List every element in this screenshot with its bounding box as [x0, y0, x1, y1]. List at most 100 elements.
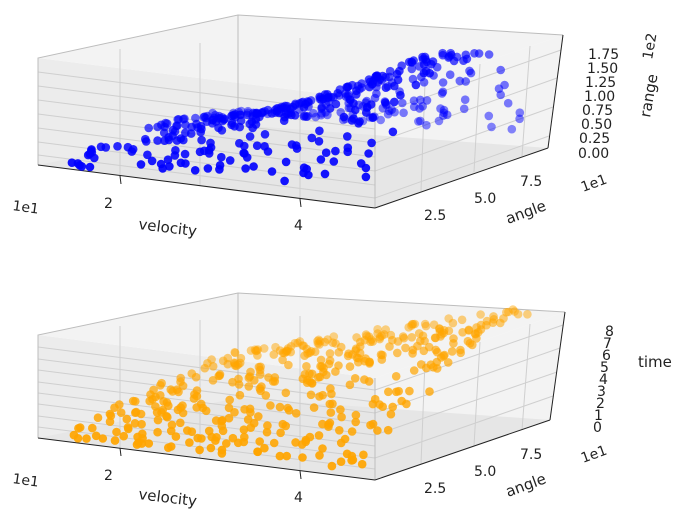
- y-axis-line: [374, 147, 549, 209]
- scatter-point: [393, 348, 402, 358]
- scatter-point: [269, 438, 279, 448]
- scatter-point: [284, 360, 293, 370]
- z-tick-label: 1.25: [585, 75, 616, 91]
- scatter-point: [230, 408, 239, 417]
- scatter-point: [248, 123, 257, 133]
- scatter-point: [409, 102, 419, 112]
- scatter-point: [77, 162, 87, 171]
- scatter-point: [105, 417, 115, 427]
- scatter-point: [325, 104, 335, 113]
- scatter-point: [262, 427, 272, 437]
- scatter-point: [170, 151, 180, 160]
- scatter-point: [457, 315, 467, 325]
- scatter-point: [392, 387, 401, 397]
- scatter-point: [331, 367, 340, 376]
- scatter-point: [156, 381, 165, 390]
- scatter-point: [315, 451, 324, 460]
- scatter-point: [241, 164, 250, 173]
- scatter-point: [343, 132, 352, 141]
- scatter-point: [137, 419, 146, 429]
- z-tick-label: 1.50: [587, 61, 618, 77]
- scatter-point: [314, 373, 323, 382]
- scatter-point: [376, 115, 386, 125]
- scatter-point: [315, 392, 324, 401]
- scatter-point: [255, 437, 264, 446]
- scatter-point: [195, 147, 205, 157]
- scatter-point: [88, 423, 97, 433]
- y-multiplier: 1e1: [579, 172, 609, 196]
- scatter-point: [368, 113, 378, 122]
- scatter-point: [223, 359, 233, 369]
- z-axis-label: time: [638, 353, 672, 371]
- scatter-point: [143, 150, 152, 160]
- scatter-point: [419, 60, 429, 69]
- scatter-point: [422, 120, 431, 130]
- scatter-point: [321, 148, 331, 157]
- right-pane-grid: [374, 323, 564, 465]
- z-tick-label: 7: [603, 336, 612, 352]
- y-multiplier: 1e1: [579, 443, 609, 467]
- scatter-point: [364, 149, 373, 158]
- scatter-point: [315, 126, 324, 136]
- scatter-point: [407, 64, 417, 74]
- scatter-point: [179, 135, 188, 145]
- scatter-point: [368, 399, 378, 409]
- scatter-point: [375, 334, 385, 344]
- scatter-point: [315, 340, 324, 349]
- scatter-point: [73, 434, 83, 443]
- scatter-point: [181, 159, 190, 168]
- z-axis-line: [549, 311, 566, 421]
- scatter-point: [300, 351, 309, 361]
- scatter-point: [232, 361, 241, 371]
- scatter-point: [443, 358, 453, 367]
- scatter-point: [136, 160, 146, 169]
- scatter-point: [91, 431, 101, 441]
- scatter-point: [225, 156, 235, 165]
- scatter-point: [375, 75, 385, 84]
- scatter-point: [345, 362, 355, 371]
- scatter-point: [217, 449, 227, 458]
- scatter-point: [127, 147, 137, 156]
- scatter-point: [449, 339, 458, 348]
- scatter-point: [240, 141, 249, 151]
- scatter-point: [317, 103, 327, 112]
- scatter-point: [309, 108, 318, 118]
- scatter-point: [236, 116, 246, 125]
- scatter-point: [383, 425, 393, 435]
- scatter-point: [163, 412, 172, 422]
- scatter-point: [420, 336, 429, 346]
- scatter-point: [174, 387, 183, 397]
- scatter-point: [112, 427, 121, 437]
- scatter-point: [280, 348, 289, 358]
- z-tick-label: 8: [605, 324, 614, 340]
- scatter-point: [98, 434, 108, 443]
- scatter-point: [144, 439, 154, 448]
- scatter-point: [180, 149, 190, 159]
- scatter-point: [513, 309, 523, 319]
- scatter-point: [419, 346, 429, 356]
- scatter-point: [409, 366, 419, 375]
- z-tick-label: 1.75: [588, 47, 619, 63]
- time-points: [69, 305, 532, 471]
- scatter-point: [438, 48, 447, 58]
- scatter-point: [318, 444, 327, 453]
- scatter-point: [197, 135, 206, 145]
- scatter-point: [347, 116, 357, 125]
- scatter-point: [325, 349, 335, 358]
- scatter-point: [245, 132, 255, 141]
- scatter-point: [74, 424, 83, 433]
- scatter-point: [302, 362, 311, 371]
- scatter-point: [90, 153, 99, 163]
- scatter-point: [208, 119, 217, 128]
- scatter-point: [267, 167, 277, 176]
- scatter-point: [304, 170, 313, 180]
- x-multiplier: 1e1: [11, 198, 39, 218]
- scatter-point: [260, 443, 269, 453]
- scatter-point: [386, 409, 396, 419]
- scatter-point: [147, 156, 157, 166]
- floor-pane: [38, 125, 548, 208]
- scatter-point: [307, 133, 317, 143]
- scatter-point: [470, 49, 479, 58]
- scatter-point: [263, 147, 273, 156]
